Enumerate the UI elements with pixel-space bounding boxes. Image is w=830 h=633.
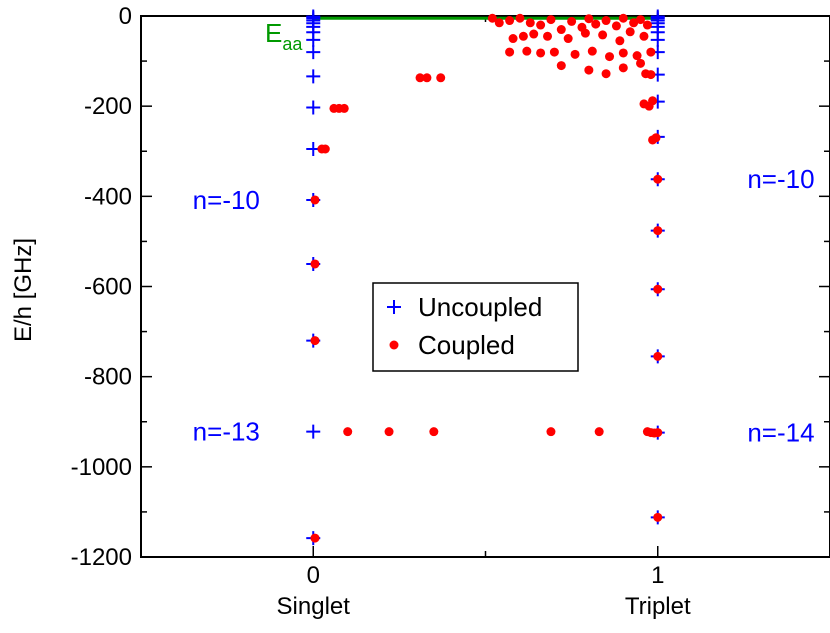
coupled-point	[601, 69, 611, 79]
x-tick-label: 1	[651, 562, 664, 589]
coupled-point	[487, 13, 497, 23]
coupled-point	[310, 195, 320, 205]
coupled-point	[648, 96, 658, 106]
coupled-point	[436, 73, 446, 83]
coupled-point	[543, 31, 553, 41]
coupled-point	[546, 427, 556, 437]
coupled-point	[580, 28, 590, 38]
uncoupled-point	[306, 32, 321, 47]
coupled-point	[653, 351, 663, 361]
y-tick-label: 0	[119, 3, 132, 30]
coupled-point	[594, 427, 604, 437]
coupled-point	[632, 51, 642, 61]
uncoupled-point	[306, 424, 321, 439]
coupled-point	[653, 512, 663, 522]
y-tick-label: -200	[84, 93, 132, 120]
n-label: n=-13	[193, 417, 260, 447]
coupled-point	[310, 533, 320, 543]
coupled-point	[505, 16, 515, 26]
coupled-point	[615, 36, 625, 46]
x-tick-label: 0	[307, 562, 320, 589]
coupled-point	[618, 13, 628, 23]
coupled-point	[525, 18, 535, 28]
coupled-point	[636, 15, 646, 25]
coupled-point	[563, 34, 573, 44]
coupled-point	[429, 427, 439, 437]
coupled-point	[625, 27, 635, 37]
coupled-point	[653, 428, 663, 438]
uncoupled-point	[650, 32, 665, 47]
coupled-point	[611, 21, 621, 31]
coupled-point	[598, 30, 608, 40]
legend-label: Uncoupled	[418, 292, 542, 322]
coupled-point	[515, 13, 525, 23]
coupled-point	[653, 174, 663, 184]
coupled-point	[591, 19, 601, 29]
x-category-label: Triplet	[625, 593, 691, 620]
x-axis: 0 Singlet 1 Triplet	[140, 16, 830, 620]
n-label: n=-10	[747, 164, 814, 194]
coupled-point	[646, 70, 656, 80]
coupled-point	[343, 427, 353, 437]
coupled-point	[310, 259, 320, 269]
coupled-point	[584, 14, 594, 24]
y-tick-label: -1200	[71, 544, 132, 571]
coupled-point	[642, 20, 652, 30]
coupled-point	[636, 58, 646, 68]
x-category-label: Singlet	[277, 593, 351, 620]
coupled-point	[339, 103, 349, 113]
coupled-point	[587, 46, 597, 56]
coupled-point	[646, 47, 656, 57]
y-tick-label: -600	[84, 274, 132, 301]
legend-coupled-marker	[389, 340, 399, 350]
y-axis: 0 -200 -400 -600 -800 -1000 -1200	[71, 3, 830, 571]
legend-box	[372, 282, 579, 372]
coupled-point	[605, 52, 615, 62]
annotations: Eaa n=-10 n=-13 n=-10 n=-14	[193, 18, 815, 447]
coupled-point	[384, 427, 394, 437]
coupled-point	[549, 47, 559, 57]
coupled-point	[536, 20, 546, 30]
coupled-point	[546, 15, 556, 25]
n-label: n=-10	[193, 185, 260, 215]
uncoupled-point	[306, 45, 321, 60]
coupled-point	[618, 63, 628, 73]
coupled-point	[494, 18, 504, 28]
coupled-point	[522, 46, 532, 56]
legend-label: Coupled	[418, 330, 515, 360]
coupled-point	[570, 49, 580, 59]
coupled-point	[567, 16, 577, 26]
coupled-point	[518, 31, 528, 41]
uncoupled-point	[306, 100, 321, 115]
y-tick-label: -800	[84, 364, 132, 391]
coupled-point	[310, 336, 320, 346]
coupled-point	[320, 144, 330, 154]
series-points	[306, 9, 665, 546]
coupled-point	[536, 48, 546, 58]
legend-uncoupled-marker	[387, 300, 401, 314]
coupled-point	[505, 47, 515, 57]
y-tick-label: -400	[84, 183, 132, 210]
y-tick-label: -1000	[71, 454, 132, 481]
coupled-point	[618, 48, 628, 58]
coupled-point	[415, 73, 425, 83]
n-label: n=-14	[747, 418, 814, 448]
y-axis-label: E/h [GHz]	[10, 238, 37, 342]
coupled-point	[508, 34, 518, 44]
coupled-point	[422, 73, 432, 83]
eaa-label: Eaa	[265, 18, 303, 54]
coupled-point	[639, 31, 649, 41]
legend: Uncoupled Coupled	[372, 282, 579, 372]
coupled-point	[529, 29, 539, 39]
coupled-point	[648, 135, 658, 145]
coupled-point	[653, 226, 663, 236]
coupled-point	[653, 284, 663, 294]
coupled-point	[601, 16, 611, 26]
coupled-point	[584, 65, 594, 75]
coupled-point	[556, 61, 566, 71]
coupled-point	[629, 18, 639, 28]
uncoupled-point	[306, 69, 321, 84]
coupled-point	[556, 25, 566, 35]
